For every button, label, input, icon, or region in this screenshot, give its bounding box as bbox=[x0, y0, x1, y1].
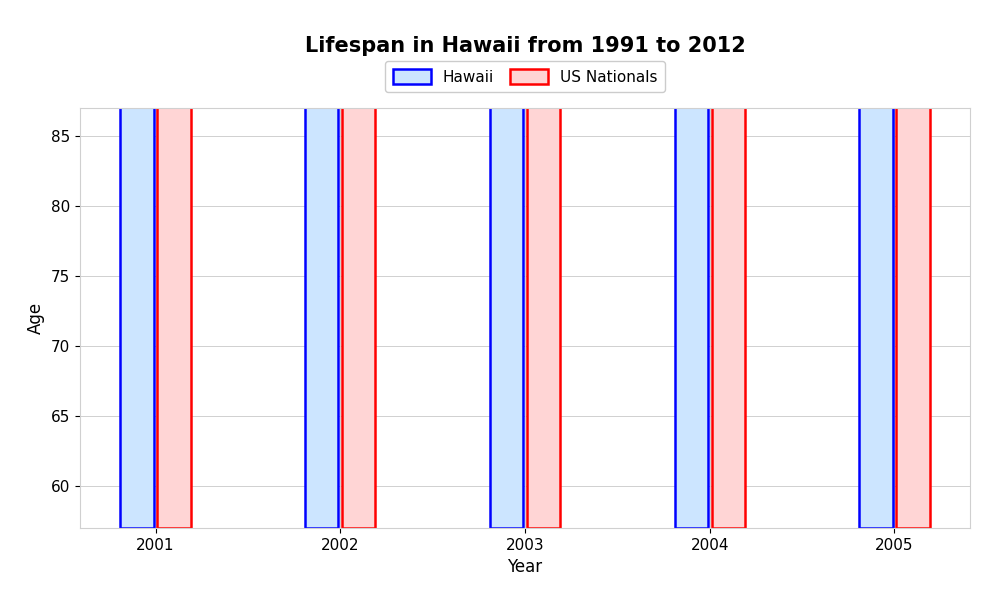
Bar bbox=[305, 0, 338, 528]
Bar bbox=[342, 0, 375, 528]
Y-axis label: Age: Age bbox=[27, 302, 45, 334]
Bar bbox=[896, 0, 930, 528]
Title: Lifespan in Hawaii from 1991 to 2012: Lifespan in Hawaii from 1991 to 2012 bbox=[305, 37, 745, 56]
Bar bbox=[527, 0, 560, 528]
Legend: Hawaii, US Nationals: Hawaii, US Nationals bbox=[385, 61, 665, 92]
Bar bbox=[712, 0, 745, 528]
X-axis label: Year: Year bbox=[507, 558, 543, 576]
Bar bbox=[490, 0, 523, 528]
Bar bbox=[859, 0, 893, 528]
Bar bbox=[120, 0, 154, 528]
Bar bbox=[157, 0, 191, 528]
Bar bbox=[675, 0, 708, 528]
